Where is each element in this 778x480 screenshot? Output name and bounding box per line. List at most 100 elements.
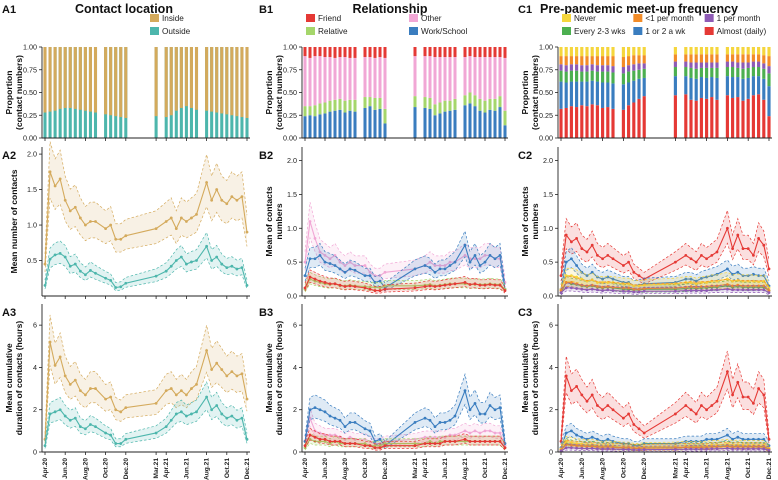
location-dur-point-inside	[104, 397, 107, 401]
frequency-bar-never	[762, 47, 766, 56]
relationship-bar-other	[333, 57, 337, 100]
frequency-bar-1-or-2-a-wk	[637, 78, 641, 99]
relationship-bar-relative	[383, 108, 387, 124]
relationship-dur-point-friend	[453, 440, 457, 443]
relationship-cnt-point-friend	[463, 281, 467, 284]
relationship-dur-point-relative	[363, 442, 367, 445]
frequency-cnt-point-never	[694, 282, 698, 286]
frequency-dur-xtick-label: Apr.20	[558, 458, 565, 478]
frequency-bar-1-or-2-a-wk	[741, 78, 745, 101]
frequency-cnt-upper-never	[560, 267, 770, 285]
panel-label-c3: C3	[518, 307, 532, 319]
relationship-dur-point-work-school	[348, 421, 352, 424]
frequency-dur-point-1-per-month	[736, 447, 740, 451]
location-dur-xtick-label: Jun.21	[183, 458, 190, 479]
frequency-cnt-point-almost-daily	[746, 247, 750, 250]
frequency-dur-xtick-label: Oct.21	[745, 458, 752, 478]
relationship-cnt-point-relative	[378, 286, 382, 290]
relationship-bar-relative	[503, 110, 507, 126]
relationship-bar-work-school	[373, 109, 377, 138]
relationship-dur-point-other	[473, 429, 477, 433]
frequency-dur-point-almost-daily	[767, 437, 771, 441]
location-cnt-point-inside	[235, 198, 239, 202]
location-dur-point-outside	[245, 437, 249, 441]
location-bar-inside	[174, 47, 178, 111]
location-cnt-point-inside	[43, 262, 47, 266]
relationship-cnt-point-other	[313, 237, 317, 240]
frequency-cnt-point-almost-daily	[736, 233, 740, 237]
frequency-dur-point-1-or-2-a-wk	[715, 437, 719, 441]
frequency-cnt-point-1-per-month	[689, 289, 693, 292]
frequency-dur-point-1-per-month	[710, 447, 714, 451]
frequency-dur-point-1-per-month	[585, 445, 589, 448]
relationship-dur-point-relative	[438, 440, 442, 443]
relationship-cnt-point-work-school	[313, 257, 317, 261]
frequency-dur-point-almost-daily	[585, 399, 589, 403]
frequency-bar-1-per-month	[595, 65, 599, 72]
frequency-bar-every-2-3-wks	[741, 68, 745, 79]
frequency-cnt-point-almost-daily	[580, 247, 584, 250]
location-dur-point-outside	[185, 414, 188, 418]
title-contact-location: Contact location	[75, 2, 173, 16]
frequency-dur-point-almost-daily	[726, 370, 729, 374]
location-bar-inside	[83, 47, 87, 111]
frequency-bar-1-per-month	[710, 54, 714, 63]
location-cnt-ytick-label: 0.5	[27, 256, 37, 265]
frequency-prop-ytick-label: 1.00	[539, 43, 553, 52]
frequency-bar-every-2-3-wks	[689, 67, 693, 78]
relationship-bar-work-school	[478, 110, 482, 138]
location-dur-point-inside	[58, 355, 62, 359]
relationship-cnt-point-work-school	[438, 267, 442, 271]
frequency-bar-every-2-3-wks	[627, 71, 631, 83]
relationship-bar-relative	[423, 97, 427, 108]
frequency-cnt-point-almost-daily	[622, 264, 625, 267]
location-dur-upper-outside	[44, 381, 248, 442]
frequency-dur-point-1-per-month	[767, 448, 771, 452]
relationship-dur-point-friend	[478, 440, 482, 443]
frequency-bar-1-or-2-a-wk	[585, 81, 589, 107]
frequency-cnt-upper-1-or-2-a-wk	[560, 247, 770, 285]
location-cnt-point-outside	[245, 283, 249, 287]
frequency-bar-every-2-3-wks	[637, 69, 641, 79]
frequency-prop-ylabel-line: Proportion	[520, 71, 530, 115]
location-bar-inside	[88, 47, 92, 112]
frequency-bar-1-per-month	[601, 65, 605, 72]
relationship-bar-other	[318, 56, 322, 104]
location-cnt-point-outside	[63, 255, 67, 259]
frequency-dur-xtick-label: Aug.21	[724, 458, 731, 480]
relationship-dur-ytick-label: 6	[293, 321, 297, 330]
frequency-cnt-ytick-label: 0.0	[543, 292, 553, 301]
frequency-cnt-point-almost-daily	[767, 267, 771, 271]
location-dur-ylabel: Mean cumulative duration of contacts (hou…	[4, 321, 24, 436]
relationship-dur-xtick-text: Apr.21	[422, 458, 429, 478]
relationship-dur-point-friend	[368, 444, 372, 448]
relationship-cnt-point-work-school	[468, 260, 472, 264]
relationship-legend-label-relative: Relative	[318, 27, 348, 36]
location-cnt-point-outside	[179, 255, 183, 259]
relationship-bar-work-school	[328, 111, 332, 138]
location-cnt-point-inside	[78, 216, 82, 220]
frequency-dur-point-almost-daily	[736, 380, 740, 384]
relationship-bar-relative	[443, 100, 447, 112]
relationship-prop-ylabel-line: Proportion	[264, 71, 274, 115]
location-cnt-ytick-label: 1.5	[27, 185, 37, 194]
frequency-prop-ylabel-line: (contact numbers)	[530, 55, 540, 130]
location-dur-xtick-text: Oct.20	[103, 458, 110, 478]
frequency-bar-never	[580, 47, 584, 57]
frequency-legend-label-every-2-3-wks: Every 2-3 wks	[574, 27, 625, 36]
location-cnt-point-inside	[169, 216, 173, 220]
relationship-cnt-point-other	[438, 264, 442, 267]
location-cnt-point-outside	[185, 262, 188, 266]
relationship-cnt-lower-other	[304, 236, 506, 287]
location-dur-point-inside	[73, 378, 77, 382]
location-bar-inside	[73, 47, 77, 109]
location-dur-point-inside	[94, 387, 97, 390]
relationship-legend-swatch-work-school	[409, 27, 418, 35]
relationship-bar-work-school	[473, 106, 477, 138]
relationship-bar-work-school	[368, 106, 372, 138]
frequency-prop-ylabel: Proportion (contact numbers)	[520, 55, 540, 130]
location-cnt-ytick-label: 1.0	[27, 221, 37, 230]
relationship-bar-friend	[493, 47, 497, 58]
frequency-cnt-point-almost-daily	[601, 257, 604, 261]
frequency-bar-1-per-month	[611, 56, 615, 67]
